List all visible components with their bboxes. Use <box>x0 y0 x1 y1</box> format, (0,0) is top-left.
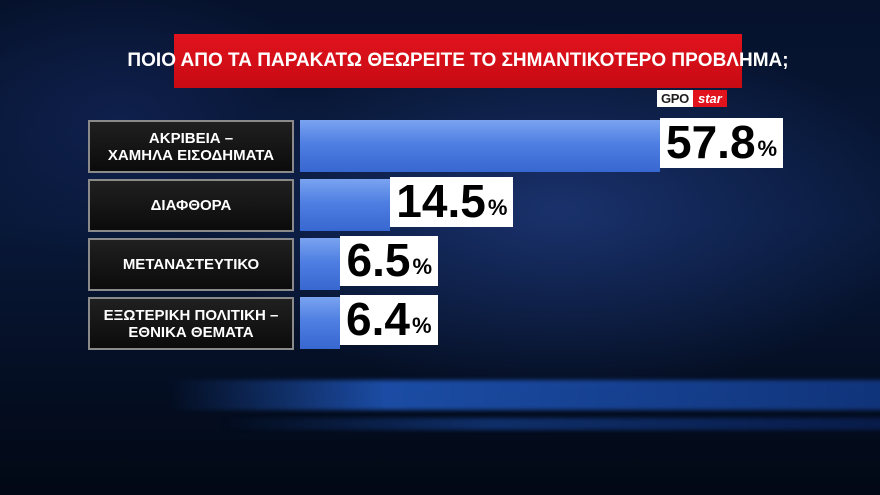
percent-sign: % <box>487 195 508 220</box>
value-label: 14.5% <box>390 175 514 227</box>
gpo-star-logo: GPO star <box>657 90 727 107</box>
data-bar <box>300 179 391 231</box>
value-number: 57.8 <box>666 116 756 168</box>
bar-row: ΕΞΩΤΕΡΙΚΗ ΠΟΛΙΤΙΚΗ – ΕΘΝΙΚΑ ΘΕΜΑΤΑ 6.4% <box>88 295 788 352</box>
value-number: 6.5 <box>346 234 411 286</box>
value-label: 6.4% <box>340 295 438 345</box>
chart-title-banner: ΠΟΙΟ ΑΠΟ ΤΑ ΠΑΡΑΚΑΤΩ ΘΕΩΡΕΙΤΕ ΤΟ ΣΗΜΑΝΤΙ… <box>127 34 789 88</box>
data-bar <box>300 238 341 290</box>
data-bar <box>300 297 340 349</box>
value-label: 6.5% <box>340 236 438 286</box>
percent-sign: % <box>757 136 778 161</box>
category-label: ΜΕΤΑΝΑΣΤΕΥΤΙΚΟ <box>88 238 294 291</box>
bar-row: ΜΕΤΑΝΑΣΤΕΥΤΙΚΟ 6.5% <box>88 236 788 293</box>
category-label: ΑΚΡΙΒΕΙΑ – ΧΑΜΗΛΑ ΕΙΣΟΔΗΜΑΤΑ <box>88 120 294 173</box>
logo-star-text: star <box>693 90 727 107</box>
data-bar <box>300 120 660 172</box>
percent-sign: % <box>412 254 432 279</box>
chart-title: ΠΟΙΟ ΑΠΟ ΤΑ ΠΑΡΑΚΑΤΩ ΘΕΩΡΕΙΤΕ ΤΟ ΣΗΜΑΝΤΙ… <box>127 50 789 71</box>
value-number: 14.5 <box>396 175 486 227</box>
bar-row: ΔΙΑΦΘΟΡΑ 14.5% <box>88 177 788 234</box>
value-number: 6.4 <box>346 293 410 345</box>
background-light-streak-lower <box>220 418 880 430</box>
percent-sign: % <box>411 313 432 338</box>
category-label: ΔΙΑΦΘΟΡΑ <box>88 179 294 232</box>
logo-gpo-text: GPO <box>657 90 693 107</box>
background-light-streak <box>170 380 880 410</box>
category-label: ΕΞΩΤΕΡΙΚΗ ΠΟΛΙΤΙΚΗ – ΕΘΝΙΚΑ ΘΕΜΑΤΑ <box>88 297 294 350</box>
value-label: 57.8% <box>660 116 784 168</box>
bar-row: ΑΚΡΙΒΕΙΑ – ΧΑΜΗΛΑ ΕΙΣΟΔΗΜΑΤΑ 57.8% <box>88 118 788 175</box>
